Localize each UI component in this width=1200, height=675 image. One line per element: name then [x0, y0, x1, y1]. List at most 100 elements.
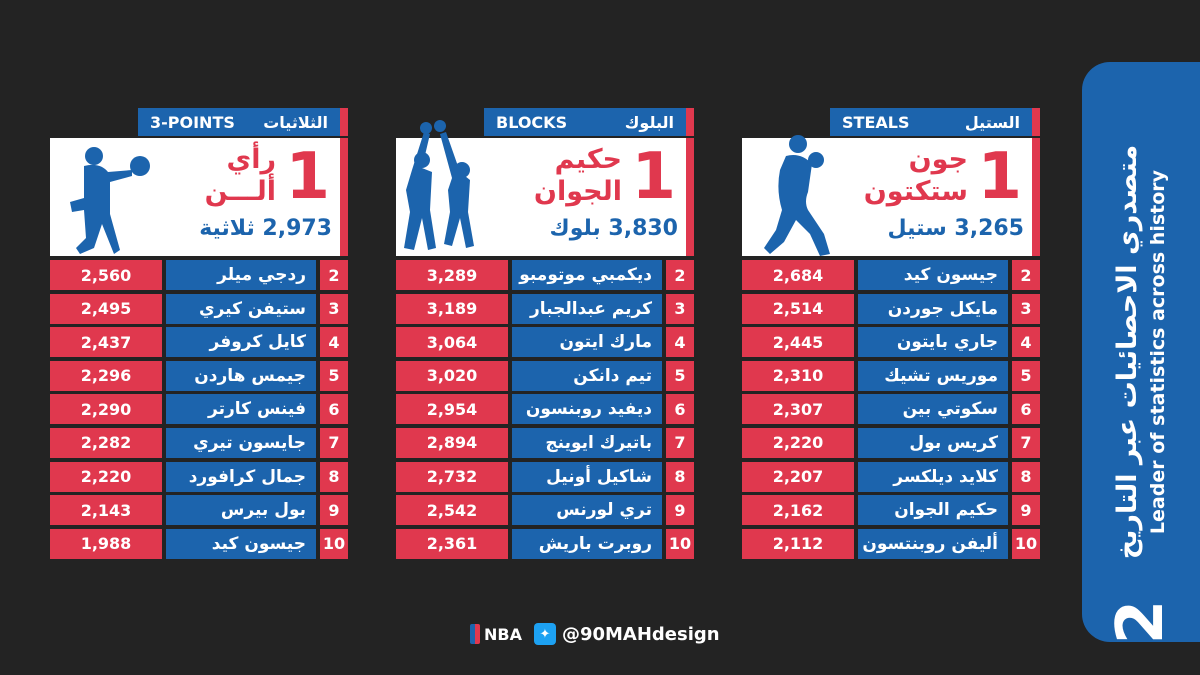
list-item: 2,207 كلايد ديلكسر 8 [742, 461, 1040, 492]
twitter-handle-text: @90MAHdesign [561, 623, 720, 645]
leader-total: 3,830 بلوك [549, 216, 678, 241]
nba-label: NBA [484, 624, 522, 644]
rank-number: 3 [1012, 293, 1040, 324]
stat-value: 3,064 [396, 327, 508, 358]
rank-number: 8 [320, 461, 348, 492]
list-item: 2,296 جيمس هاردن 5 [50, 360, 348, 391]
rank-number: 10 [666, 528, 694, 559]
stat-value: 2,542 [396, 495, 508, 526]
stat-value: 2,495 [50, 293, 162, 324]
stat-value: 1,988 [50, 528, 162, 559]
list-item: 3,289 ديكمبي موتومبو 2 [396, 260, 694, 290]
player-silhouette-icon [764, 135, 830, 256]
stat-value: 2,282 [50, 427, 162, 458]
rank-number: 2 [1012, 260, 1040, 290]
rank-number: 5 [1012, 360, 1040, 391]
player-name: كلايد ديلكسر [858, 461, 1008, 492]
leader-card: 1 جون ستكتون 3,265 ستيل [742, 135, 1040, 256]
stat-value: 2,954 [396, 394, 508, 425]
player-name: سكوتي بين [858, 394, 1008, 425]
stat-value: 2,220 [50, 461, 162, 492]
rank-number: 9 [1012, 495, 1040, 526]
leader-rank: 1 [631, 140, 676, 214]
stat-value: 2,290 [50, 394, 162, 425]
footer: NBA ✦ @90MAHdesign [470, 620, 720, 648]
rank-number: 9 [320, 495, 348, 526]
list-item: 2,282 جايسون تيري 7 [50, 427, 348, 458]
player-name: كريس بول [858, 427, 1008, 458]
list-item: 2,220 كريس بول 7 [742, 427, 1040, 458]
rank-number: 7 [666, 427, 694, 458]
stat-value: 2,143 [50, 495, 162, 526]
rank-number: 3 [320, 293, 348, 324]
category-label-ar: الستيل [964, 112, 1020, 132]
player-name: ديكمبي موتومبو [512, 260, 662, 290]
stat-value: 2,514 [742, 293, 854, 324]
stat-value: 3,020 [396, 360, 508, 391]
list-item: 2,954 ديفيد روبنسون 6 [396, 394, 694, 425]
rank-number: 10 [1012, 528, 1040, 559]
leader-name-line2: الجوان [533, 176, 622, 207]
banner-title: متصدري الاحصائيات عبر التاريخ Leader of … [1111, 145, 1171, 559]
leader-name-line2: ستكتون [863, 176, 968, 207]
rank-number: 4 [320, 327, 348, 358]
twitter-handle[interactable]: ✦ @90MAHdesign [533, 623, 720, 645]
category-label-en: 3-POINTS [150, 112, 235, 132]
list-item: 2,542 تري لورنس 9 [396, 495, 694, 526]
list-item: 2,290 فينس كارتر 6 [50, 394, 348, 425]
rank-number: 6 [1012, 394, 1040, 425]
player-name: مايكل جوردن [858, 293, 1008, 324]
player-name: تري لورنس [512, 495, 662, 526]
list-item: 2,112 أليفن روبنتسون 10 [742, 528, 1040, 559]
player-name: جاري بايتون [858, 327, 1008, 358]
ranking-list: 2,560 ردجي ميلر 2 2,495 ستيفن كيري 3 2,437 كا… [50, 260, 348, 562]
rank-number: 2 [666, 260, 694, 290]
category-label-en: BLOCKS [496, 112, 568, 132]
ranking-list: 3,289 ديكمبي موتومبو 2 3,189 كريم عبدالجبار… [396, 260, 694, 562]
list-item: 3,064 مارك ايتون 4 [396, 327, 694, 358]
leader-name-line1: رأي [226, 144, 276, 175]
leader-name: جون ستكتون [828, 144, 968, 208]
player-name: بول بيرس [166, 495, 316, 526]
stat-value: 3,289 [396, 260, 508, 290]
player-name: مارك ايتون [512, 327, 662, 358]
nba-logo-icon [470, 624, 480, 644]
leader-total: 3,265 ستيل [887, 216, 1025, 241]
rank-number: 10 [320, 528, 348, 559]
category-label-en: STEALS [842, 112, 910, 132]
leader-total: 2,973 ثلاثية [199, 216, 332, 241]
list-item: 2,437 كايل كروفر 4 [50, 327, 348, 358]
list-item: 2,162 حكيم الجوان 9 [742, 495, 1040, 526]
leader-name: رأي ألـــن [136, 144, 276, 208]
player-silhouette-icon [70, 147, 150, 254]
leader-rank: 1 [285, 140, 330, 214]
player-name: كايل كروفر [166, 327, 316, 358]
nba-brand: NBA [470, 624, 522, 644]
banner-title-arabic: متصدري الاحصائيات عبر التاريخ [1112, 144, 1143, 560]
list-item: 2,560 ردجي ميلر 2 [50, 260, 348, 290]
list-item: 2,220 جمال كرافورد 8 [50, 461, 348, 492]
rank-number: 9 [666, 495, 694, 526]
stat-value: 2,310 [742, 360, 854, 391]
leader-name-line1: حكيم [554, 144, 622, 175]
stat-value: 2,560 [50, 260, 162, 290]
stat-value: 3,189 [396, 293, 508, 324]
player-name: روبرت باريش [512, 528, 662, 559]
list-item: 3,020 تيم دانكن 5 [396, 360, 694, 391]
stat-value: 2,207 [742, 461, 854, 492]
rank-number: 5 [320, 360, 348, 391]
rank-number: 6 [666, 394, 694, 425]
list-item: 2,514 مايكل جوردن 3 [742, 293, 1040, 324]
player-name: شاكيل أونيل [512, 461, 662, 492]
category-label-ar: الثلاثيات [263, 112, 328, 132]
stat-value: 2,361 [396, 528, 508, 559]
player-silhouette-icon [404, 120, 474, 250]
leader-rank: 1 [977, 140, 1022, 214]
rank-number: 4 [666, 327, 694, 358]
list-item: 2,684 جيسون كيد 2 [742, 260, 1040, 290]
rank-number: 3 [666, 293, 694, 324]
category-tab: STEALS الستيل [830, 108, 1040, 136]
list-item: 1,988 جيسون كيد 10 [50, 528, 348, 559]
rank-number: 5 [666, 360, 694, 391]
player-name: حكيم الجوان [858, 495, 1008, 526]
